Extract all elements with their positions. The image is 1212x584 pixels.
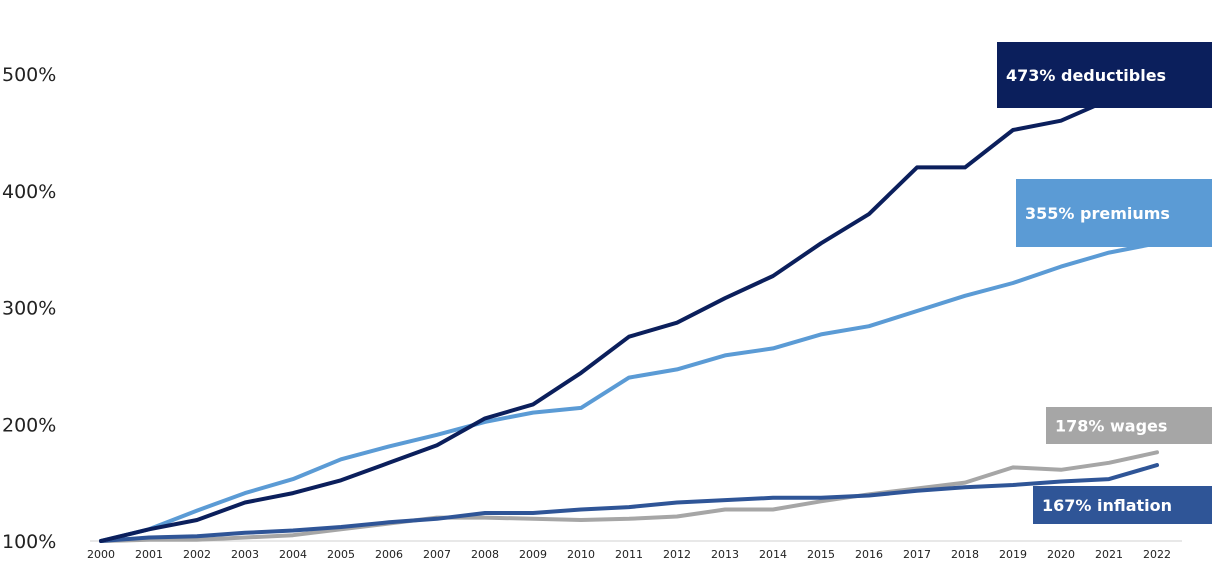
x-tick-label: 2015 — [807, 548, 835, 561]
y-tick-label: 300% — [2, 298, 56, 320]
x-tick-label: 2010 — [567, 548, 595, 561]
callout-label: 167% inflation — [1042, 496, 1172, 515]
callout-deductibles: 473% deductibles — [997, 42, 1212, 108]
callout-box — [997, 42, 1212, 108]
x-tick-label: 2004 — [279, 548, 307, 561]
series-callouts: 473% deductibles 355% premiums 178% wages 1… — [997, 42, 1212, 524]
x-tick-label: 2020 — [1047, 548, 1075, 561]
callout-label: 178% wages — [1055, 417, 1167, 436]
y-axis: 100% 200% 300% 400% 500% — [2, 64, 56, 553]
series-line-premiums — [99, 241, 1159, 543]
y-tick-label: 100% — [2, 531, 56, 553]
x-axis: 2000 2001 2002 2003 2004 2005 2006 2007 2008 2009… — [87, 548, 1171, 561]
callout-label: 473% deductibles — [1006, 66, 1166, 85]
x-tick-label: 2017 — [903, 548, 931, 561]
x-tick-label: 2008 — [471, 548, 499, 561]
x-tick-label: 2011 — [615, 548, 643, 561]
callout-wages: 178% wages — [1046, 407, 1212, 444]
series-line-deductibles — [99, 97, 1159, 543]
callout-inflation: 167% inflation — [1033, 486, 1212, 524]
x-tick-label: 2005 — [327, 548, 355, 561]
x-tick-label: 2001 — [135, 548, 163, 561]
x-tick-label: 2003 — [231, 548, 259, 561]
x-tick-label: 2018 — [951, 548, 979, 561]
callout-box — [1046, 407, 1212, 444]
x-tick-label: 2016 — [855, 548, 883, 561]
x-tick-label: 2013 — [711, 548, 739, 561]
callout-premiums: 355% premiums — [1016, 179, 1212, 247]
y-tick-label: 500% — [2, 64, 56, 86]
callout-box — [1033, 486, 1212, 524]
series-lines — [99, 97, 1159, 543]
series-line-inflation — [99, 463, 1159, 543]
callout-box — [1016, 179, 1212, 247]
x-tick-label: 2014 — [759, 548, 787, 561]
x-tick-label: 2002 — [183, 548, 211, 561]
x-tick-label: 2006 — [375, 548, 403, 561]
series-line-wages — [99, 450, 1159, 543]
x-tick-label: 2021 — [1095, 548, 1123, 561]
y-tick-label: 200% — [2, 414, 56, 436]
x-tick-label: 2009 — [519, 548, 547, 561]
x-tick-label: 2000 — [87, 548, 115, 561]
x-tick-label: 2012 — [663, 548, 691, 561]
x-tick-label: 2007 — [423, 548, 451, 561]
callout-label: 355% premiums — [1025, 204, 1170, 223]
x-tick-label: 2022 — [1143, 548, 1171, 561]
y-tick-label: 400% — [2, 181, 56, 203]
x-tick-label: 2019 — [999, 548, 1027, 561]
